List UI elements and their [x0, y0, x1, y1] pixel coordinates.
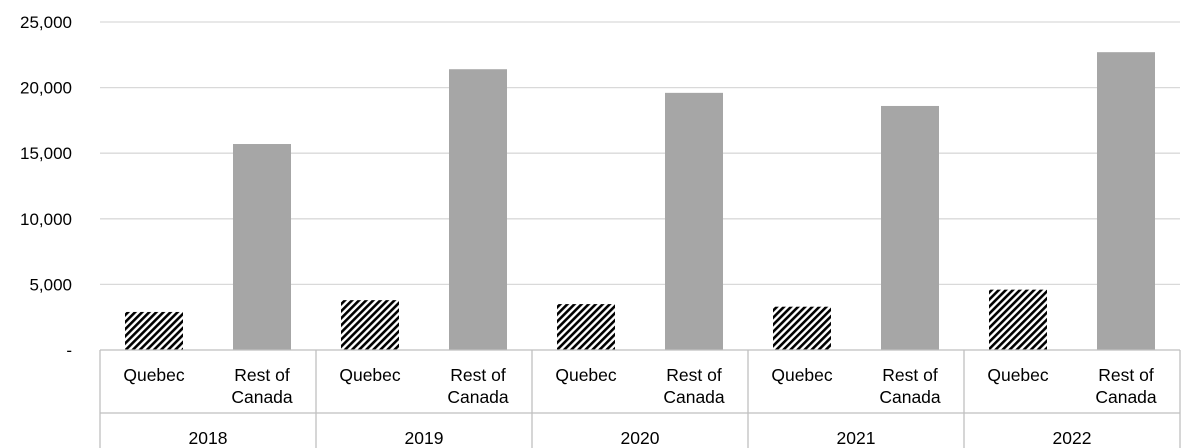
- bars: [125, 52, 1155, 351]
- x-category-label: Quebec: [771, 365, 833, 385]
- x-group-label: 2020: [621, 428, 660, 448]
- x-category-label: Canada: [1095, 387, 1157, 407]
- x-category-label: Rest of: [882, 365, 938, 385]
- x-category-label: Rest of: [666, 365, 722, 385]
- x-group-label: 2018: [189, 428, 228, 448]
- x-category-label: Canada: [663, 387, 725, 407]
- x-category-label: Quebec: [555, 365, 617, 385]
- bar-rest-of-canada: [881, 105, 939, 350]
- x-category-label: Rest of: [1098, 365, 1154, 385]
- x-category-label: Quebec: [123, 365, 185, 385]
- x-category-label: Quebec: [339, 365, 401, 385]
- x-category-label: Quebec: [987, 365, 1049, 385]
- bar-quebec: [773, 306, 831, 350]
- y-tick-label: 20,000: [20, 79, 72, 98]
- y-tick-label: -: [66, 341, 72, 360]
- x-group-label: 2019: [405, 428, 444, 448]
- x-category-label: Canada: [879, 387, 941, 407]
- y-axis-tick-labels: - 5,000 10,000 15,000 20,000 25,000: [20, 13, 72, 360]
- y-tick-label: 15,000: [20, 144, 72, 163]
- x-category-label: Canada: [447, 387, 509, 407]
- bar-rest-of-canada: [449, 69, 507, 351]
- bar-quebec: [557, 304, 615, 350]
- bar-quebec: [989, 289, 1047, 350]
- bar-rest-of-canada: [1097, 52, 1155, 351]
- bar-quebec: [341, 300, 399, 350]
- x-category-label: Canada: [231, 387, 293, 407]
- bar-quebec: [125, 311, 183, 350]
- x-group-label: 2022: [1053, 428, 1092, 448]
- y-tick-label: 25,000: [20, 13, 72, 32]
- y-tick-label: 10,000: [20, 210, 72, 229]
- y-tick-label: 5,000: [29, 275, 72, 294]
- x-group-label: 2021: [837, 428, 876, 448]
- bar-rest-of-canada: [233, 144, 291, 350]
- bar-rest-of-canada: [665, 92, 723, 351]
- x-category-label: Rest of: [234, 365, 290, 385]
- x-category-label: Rest of: [450, 365, 506, 385]
